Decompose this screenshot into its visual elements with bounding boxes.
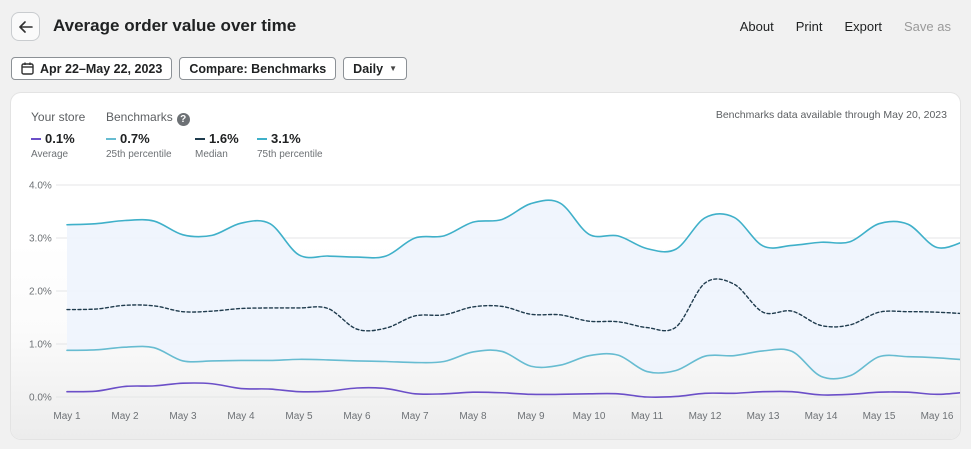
- x-tick-label: May 10: [573, 411, 606, 422]
- legend-median: 1.6% Median: [195, 131, 239, 160]
- your-store-heading: Your store: [31, 110, 86, 124]
- help-icon[interactable]: ?: [176, 113, 190, 126]
- chart-card: 0.0% 1.0% 2.0% 3.0% 4.0% May 1 May 2 May 3 May 4…: [11, 93, 960, 439]
- x-tick-label: May 16: [921, 411, 954, 422]
- legend-25th-percentile: 0.7% 25th percentile: [106, 131, 172, 160]
- x-tick-label: May 11: [631, 411, 663, 422]
- y-tick-label: 4.0%: [29, 181, 52, 192]
- x-tick-label: May 15: [863, 411, 896, 422]
- save-as-link[interactable]: Save as: [904, 19, 951, 34]
- back-button[interactable]: [11, 12, 40, 41]
- legend-value: 0.7%: [120, 131, 150, 146]
- print-link[interactable]: Print: [795, 19, 823, 34]
- compare-button[interactable]: Compare: Benchmarks: [179, 57, 337, 80]
- series-25th-percentile: [66, 345, 960, 380]
- filter-bar: Apr 22–May 22, 2023 Compare: Benchmarks …: [11, 57, 407, 80]
- x-tick-label: May 6: [343, 411, 371, 422]
- x-tick-label: May 13: [747, 411, 780, 422]
- benchmarks-heading-label: Benchmarks: [106, 110, 173, 124]
- x-tick-label: May 4: [227, 411, 255, 422]
- granularity-label: Daily: [353, 61, 384, 76]
- legend-label: 75th percentile: [257, 149, 323, 160]
- y-tick-label: 3.0%: [29, 234, 52, 245]
- line-chart: 0.0% 1.0% 2.0% 3.0% 4.0% May 1 May 2 May 3 May 4…: [11, 181, 960, 439]
- x-tick-label: May 5: [285, 411, 313, 422]
- series-75th-percentile: [66, 199, 960, 259]
- header-actions: About Print Export Save as: [740, 19, 951, 34]
- date-range-button[interactable]: Apr 22–May 22, 2023: [11, 57, 173, 80]
- x-tick-label: May 12: [689, 411, 722, 422]
- x-tick-label: May 1: [53, 411, 81, 422]
- legend-label: 25th percentile: [106, 149, 172, 160]
- benchmarks-note: Benchmarks data available through May 20…: [715, 109, 947, 121]
- legend-swatch-p25: [106, 137, 116, 140]
- legend-value: 3.1%: [271, 131, 301, 146]
- date-range-label: Apr 22–May 22, 2023: [40, 61, 163, 76]
- page-title: Average order value over time: [53, 16, 297, 35]
- legend-value: 1.6%: [209, 131, 239, 146]
- y-tick-label: 1.0%: [29, 340, 52, 351]
- legend-swatch-median: [195, 137, 205, 140]
- y-tick-label: 2.0%: [29, 287, 52, 298]
- legend-label: Median: [195, 149, 228, 160]
- about-link[interactable]: About: [739, 19, 774, 34]
- caret-down-icon: ▼: [389, 64, 397, 73]
- legend-value: 0.1%: [45, 131, 75, 146]
- benchmark-band: [67, 200, 960, 379]
- benchmarks-heading: Benchmarks?: [106, 110, 190, 126]
- export-link[interactable]: Export: [844, 19, 883, 34]
- legend-swatch-p75: [257, 137, 267, 140]
- arrow-left-icon: [18, 20, 33, 33]
- x-tick-label: May 9: [517, 411, 545, 422]
- x-tick-label: May 7: [401, 411, 429, 422]
- calendar-icon: [21, 62, 34, 75]
- compare-label: Compare: Benchmarks: [189, 61, 327, 76]
- granularity-select[interactable]: Daily ▼: [343, 57, 407, 80]
- x-tick-label: May 8: [459, 411, 487, 422]
- x-tick-label: May 14: [805, 411, 838, 422]
- series-median: [66, 278, 960, 332]
- legend-swatch-average: [31, 137, 41, 140]
- legend-label: Average: [31, 149, 69, 160]
- x-tick-label: May 3: [169, 411, 197, 422]
- legend-75th-percentile: 3.1% 75th percentile: [257, 131, 323, 160]
- x-tick-label: May 2: [111, 411, 139, 422]
- series-average: [66, 382, 960, 398]
- y-tick-label: 0.0%: [29, 393, 52, 404]
- legend-average: 0.1% Average: [31, 131, 75, 160]
